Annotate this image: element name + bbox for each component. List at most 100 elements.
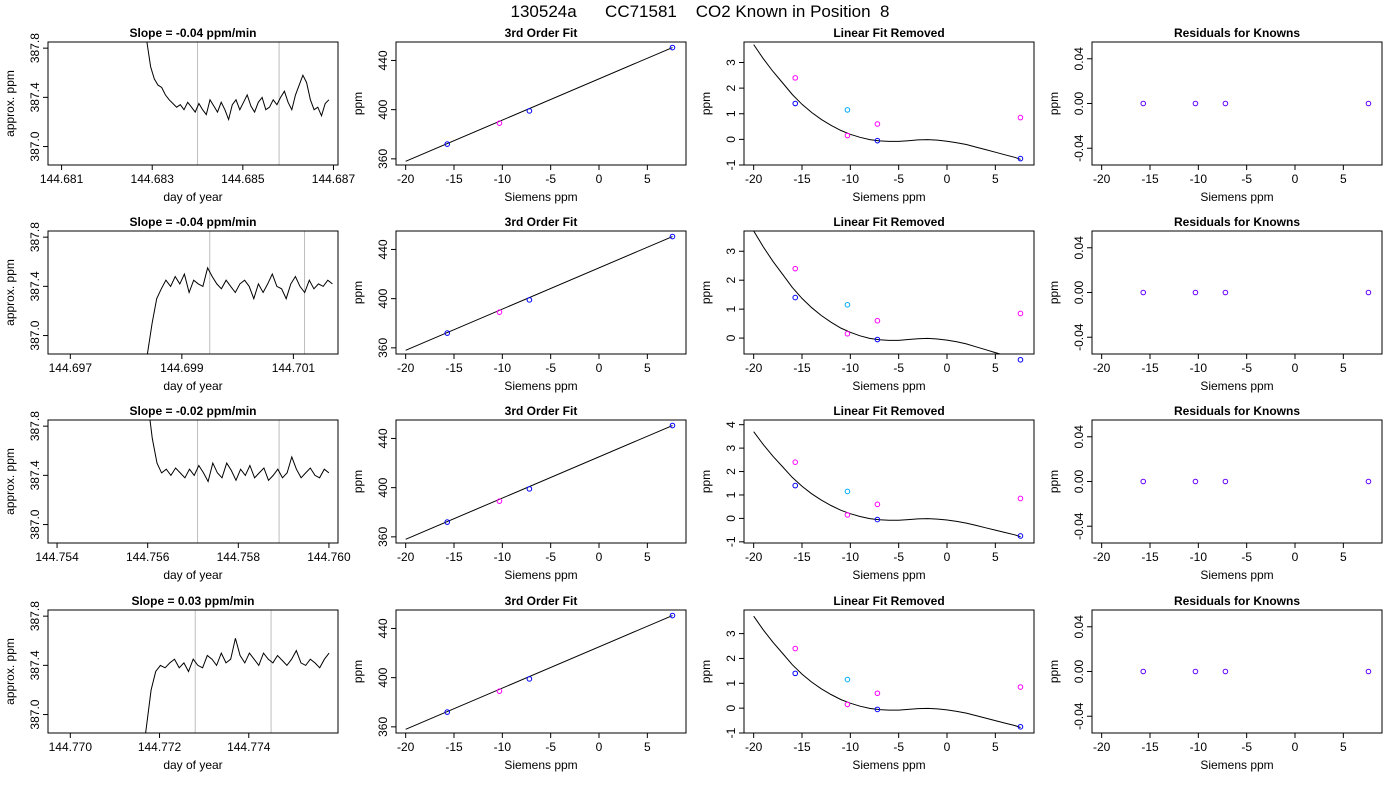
y-tick-label: 387.4 [28, 650, 42, 680]
x-tick-label: -10 [1190, 172, 1208, 186]
data-point [844, 701, 851, 708]
series-line [149, 420, 330, 483]
panel-title: Slope = 0.03 ppm/min [131, 594, 254, 608]
x-tick-label: -5 [1241, 550, 1252, 564]
data-point [874, 336, 881, 343]
plot-frame [47, 230, 339, 355]
data-point [669, 422, 676, 429]
x-tick-label: -15 [793, 740, 811, 754]
x-axis-label: Siemens ppm [1200, 758, 1273, 772]
y-tick-label: 400 [376, 667, 390, 687]
y-tick-label: 0.04 [1072, 615, 1086, 639]
fit-panel-2: -20 -15 -10 -5 0 5 360 400 440 3rd Order Fit Sieme… [351, 215, 687, 393]
y-tick-label: 387.0 [28, 509, 42, 539]
y-tick-label: 3 [724, 59, 738, 66]
data-point [1192, 289, 1199, 296]
plot-frame [743, 609, 1035, 734]
y-tick-label: 400 [376, 477, 390, 497]
x-tick-label: 144.770 [49, 740, 93, 754]
y-tick-label: 440 [376, 239, 390, 259]
x-tick-label: 0 [1292, 172, 1299, 186]
x-tick-label: -20 [397, 740, 415, 754]
x-tick-label: 144.701 [272, 361, 316, 375]
panel-title: Linear Fit Removed [833, 404, 944, 418]
panel-title: Residuals for Knowns [1174, 594, 1300, 608]
y-tick-label: -0.04 [1072, 134, 1086, 162]
data-point [792, 670, 799, 677]
y-tick-label: 400 [376, 99, 390, 119]
data-point [1222, 668, 1229, 675]
x-axis-label: Siemens ppm [852, 190, 925, 204]
x-tick-label: -5 [545, 550, 556, 564]
plot-frame [395, 609, 687, 734]
data-point [1140, 478, 1147, 485]
y-tick-label: 387.4 [28, 82, 42, 112]
panel-title: Slope = -0.04 ppm/min [129, 26, 256, 40]
y-tick-label: -1 [724, 727, 738, 738]
x-tick-label: -15 [1141, 172, 1159, 186]
data-point [844, 676, 851, 683]
x-tick-label: -20 [1093, 550, 1111, 564]
x-tick-label: 5 [644, 550, 651, 564]
data-point [444, 141, 451, 147]
x-tick-label: 5 [992, 550, 999, 564]
fit-curve [753, 44, 1021, 160]
y-tick-label: 440 [376, 618, 390, 638]
panel-title: Residuals for Knowns [1174, 404, 1300, 418]
panel-title: Residuals for Knowns [1174, 215, 1300, 229]
y-tick-label: 0 [724, 334, 738, 341]
plot-frame [47, 419, 339, 544]
y-tick-label: 0 [724, 136, 738, 143]
data-point [1017, 533, 1024, 539]
x-tick-label: -20 [397, 550, 415, 564]
x-tick-label: -5 [1241, 361, 1252, 375]
panel-title: 3rd Order Fit [505, 404, 578, 418]
y-axis-label: approx. ppm [3, 259, 17, 326]
fit-panel-4: -20 -15 -10 -5 0 5 360 400 440 3rd Order Fit Sieme… [351, 594, 687, 772]
y-tick-label: 440 [376, 428, 390, 448]
panel-title: Linear Fit Removed [833, 215, 944, 229]
x-tick-label: -10 [842, 172, 860, 186]
y-tick-label: 440 [376, 50, 390, 70]
x-tick-label: 5 [644, 172, 651, 186]
y-tick-label: 387.4 [28, 460, 42, 490]
plot-frame [1091, 609, 1383, 734]
x-tick-label: -10 [842, 740, 860, 754]
residuals-panel-2: -20 -15 -10 -5 0 5 -0.04 0.00 0.04 Residuals for … [1047, 215, 1383, 393]
x-tick-label: -15 [445, 550, 463, 564]
x-tick-label: 144.774 [227, 740, 271, 754]
x-tick-label: -20 [397, 172, 415, 186]
y-tick-label: 0.04 [1072, 47, 1086, 71]
y-tick-label: 387.0 [28, 320, 42, 350]
x-axis-label: day of year [163, 190, 222, 204]
data-point [444, 709, 451, 715]
panel-title: Linear Fit Removed [833, 594, 944, 608]
y-tick-label: 1 [724, 110, 738, 117]
x-tick-label: 144.685 [221, 172, 265, 186]
y-tick-label: 2 [724, 655, 738, 662]
data-point [1222, 478, 1229, 485]
y-axis-label: approx. ppm [3, 638, 17, 705]
x-axis-label: day of year [163, 568, 222, 582]
x-tick-label: 144.697 [49, 361, 93, 375]
data-point [844, 302, 851, 308]
data-point [844, 512, 851, 518]
x-tick-label: -20 [1093, 361, 1111, 375]
data-point [874, 501, 881, 508]
y-axis-label: ppm [351, 660, 365, 683]
y-axis-label: ppm [1047, 660, 1061, 683]
time-series-panel-4: 144.770 144.772 144.774 387.0 387.4 387.8 Slop… [3, 594, 339, 772]
data-point [1222, 289, 1229, 296]
y-tick-label: 360 [376, 527, 390, 547]
panel-title: 3rd Order Fit [505, 215, 578, 229]
fit-line [405, 236, 673, 351]
y-tick-label: 387.8 [28, 411, 42, 441]
y-tick-label: 387.0 [28, 131, 42, 161]
data-point [669, 612, 676, 619]
data-point [874, 706, 881, 713]
x-tick-label: 5 [992, 361, 999, 375]
fit-panel-3: -20 -15 -10 -5 0 5 360 400 440 3rd Order Fit Sieme… [351, 404, 687, 582]
